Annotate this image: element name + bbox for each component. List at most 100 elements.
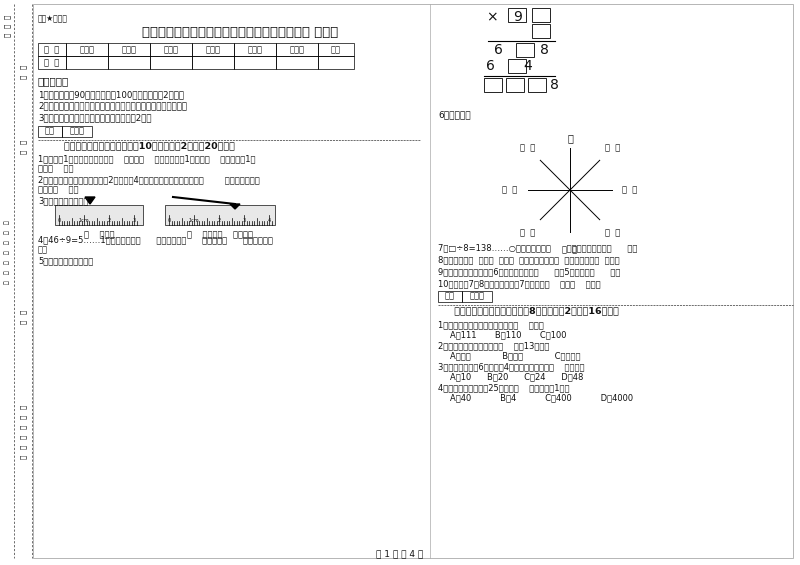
Bar: [62, 126, 92, 137]
Text: 10．时针在7和8之间，分针指向7，这时是（    ）时（    ）分。: 10．时针在7和8之间，分针指向7，这时是（ ）时（ ）分。: [438, 279, 601, 288]
Text: 班: 班: [20, 140, 26, 144]
Bar: [484, 78, 502, 92]
Text: 2: 2: [218, 218, 221, 223]
Text: 2．劳动课上做纸花，红红做了2朵纸花，4朵蓝花，红花占纸花总数的（        ），蓝花占纸花: 2．劳动课上做纸花，红红做了2朵纸花，4朵蓝花，红花占纸花总数的（ ），蓝花占纸…: [38, 175, 260, 184]
Text: 学: 学: [20, 310, 26, 314]
Text: 评卷人: 评卷人: [70, 127, 85, 136]
Text: 考试须知：: 考试须知：: [38, 76, 70, 86]
Text: 评卷人: 评卷人: [470, 292, 485, 301]
Bar: [55, 205, 143, 225]
Text: （  ）: （ ）: [502, 185, 518, 194]
Bar: [38, 43, 66, 56]
Bar: [276, 56, 318, 69]
Text: 8: 8: [539, 43, 549, 57]
Bar: [150, 56, 192, 69]
Text: 答: 答: [4, 270, 10, 274]
Text: 河南省实验小学三年级数学下学期能力检测试题 附答案: 河南省实验小学三年级数学下学期能力检测试题 附答案: [142, 26, 338, 39]
Text: 封: 封: [4, 230, 10, 234]
Bar: [532, 8, 550, 22]
Text: 4: 4: [524, 59, 532, 73]
Bar: [462, 291, 492, 302]
Text: 4．46÷9=5……1中，被除数是（      ），除数是（      ），商是（      ），余数是（: 4．46÷9=5……1中，被除数是（ ），除数是（ ），商是（ ），余数是（: [38, 235, 273, 244]
Bar: [108, 43, 150, 56]
Text: 3．不要在试卷上乱写乱画，卷面不整洁扣2分。: 3．不要在试卷上乱写乱画，卷面不整洁扣2分。: [38, 113, 151, 122]
Text: 总分: 总分: [331, 45, 341, 54]
Text: 4．平均每个同学体重25千克，（    ）名同学重1吨。: 4．平均每个同学体重25千克，（ ）名同学重1吨。: [438, 383, 570, 392]
Text: （    ）厘米（    ）毫米。: （ ）厘米（ ）毫米。: [187, 230, 253, 239]
Text: 题: 题: [20, 445, 26, 449]
Text: 题: 题: [4, 280, 10, 284]
Text: （  ）: （ ）: [605, 143, 620, 152]
Polygon shape: [230, 204, 240, 209]
Text: 名: 名: [20, 415, 26, 419]
Text: 校: 校: [20, 320, 26, 324]
Text: 得分: 得分: [45, 127, 55, 136]
Text: （    ）毫米: （ ）毫米: [84, 230, 114, 239]
Text: 计算题: 计算题: [206, 45, 221, 54]
Text: 总数的（    ）。: 总数的（ ）。: [38, 185, 78, 194]
Bar: [318, 43, 354, 56]
Text: ）。: ）。: [38, 245, 48, 254]
Text: 1．分针走1小格，秒针正好走（    ），是（    ）秒，分针走1大格是（    ），时针走1大: 1．分针走1小格，秒针正好走（ ），是（ ）秒，分针走1大格是（ ），时针走1大: [38, 154, 255, 163]
Bar: [234, 56, 276, 69]
Text: 应用题: 应用题: [290, 45, 305, 54]
Text: 填空题: 填空题: [79, 45, 94, 54]
Text: 综合题: 综合题: [247, 45, 262, 54]
Text: 判断题: 判断题: [163, 45, 178, 54]
Text: 号: 号: [20, 75, 26, 79]
Bar: [234, 43, 276, 56]
Text: （  ）: （ ）: [562, 246, 578, 254]
Text: 9．把一根绳子平均分成6份，每份是它的（      ），5份是它的（      ）。: 9．把一根绳子平均分成6份，每份是它的（ ），5份是它的（ ）。: [438, 267, 620, 276]
Text: 6: 6: [494, 43, 502, 57]
Text: ×: ×: [486, 10, 498, 24]
Text: 8: 8: [550, 78, 559, 92]
Text: 得  分: 得 分: [44, 58, 60, 67]
Text: 答: 答: [20, 435, 26, 439]
Text: 2: 2: [107, 218, 110, 223]
Text: A．一定            B．可能            C．不可能: A．一定 B．可能 C．不可能: [450, 351, 581, 360]
Text: 1．最大的三位数是最大一位数的（    ）倍。: 1．最大的三位数是最大一位数的（ ）倍。: [438, 320, 544, 329]
Bar: [438, 291, 462, 302]
Bar: [192, 43, 234, 56]
Text: 封: 封: [4, 24, 10, 28]
Text: 1cm: 1cm: [78, 218, 90, 223]
Text: （: （: [20, 425, 26, 429]
Bar: [528, 78, 546, 92]
Text: 密: 密: [4, 15, 10, 19]
Text: 级: 级: [20, 150, 26, 154]
Text: （  ）: （ ）: [520, 228, 535, 237]
Bar: [38, 126, 62, 137]
Bar: [192, 56, 234, 69]
Bar: [150, 43, 192, 56]
Text: 4: 4: [267, 218, 270, 223]
Text: 6: 6: [486, 59, 494, 73]
Text: 8．你出生于（  ）年（  ）月（  ）日，那一年是（  ）年，全年有（  ）天。: 8．你出生于（ ）年（ ）月（ ）日，那一年是（ ）年，全年有（ ）天。: [438, 255, 620, 264]
Text: 二、反复比较，慎重选择（共8小题，每题2分，共16分）。: 二、反复比较，慎重选择（共8小题，每题2分，共16分）。: [438, 306, 619, 315]
Bar: [38, 56, 66, 69]
Text: 9: 9: [514, 10, 522, 24]
Text: 选择题: 选择题: [122, 45, 137, 54]
Text: A．40           B．4           C．400           D．4000: A．40 B．4 C．400 D．4000: [450, 393, 633, 402]
Text: （  ）: （ ）: [622, 185, 638, 194]
Text: 姓: 姓: [20, 405, 26, 409]
Text: 3: 3: [133, 218, 135, 223]
Text: 7．□÷8=138……○，余数最大填（      ），这时被除数是（      ）。: 7．□÷8=138……○，余数最大填（ ），这时被除数是（ ）。: [438, 243, 638, 252]
Text: 第 1 页 共 4 页: 第 1 页 共 4 页: [376, 549, 424, 558]
Text: A．10      B．20      C．24      D．48: A．10 B．20 C．24 D．48: [450, 372, 583, 381]
Bar: [108, 56, 150, 69]
Bar: [66, 43, 108, 56]
Text: 5．在里填上适当的数。: 5．在里填上适当的数。: [38, 256, 94, 265]
Bar: [508, 59, 526, 73]
Bar: [66, 56, 108, 69]
Text: ）: ）: [20, 455, 26, 459]
Text: 题  号: 题 号: [44, 45, 60, 54]
Text: 题密★启用前: 题密★启用前: [38, 14, 68, 23]
Bar: [276, 43, 318, 56]
Text: 学: 学: [20, 65, 26, 69]
Bar: [318, 56, 354, 69]
Text: （  ）: （ ）: [605, 228, 620, 237]
Text: （  ）: （ ）: [520, 143, 535, 152]
Text: 格是（    ）。: 格是（ ）。: [38, 164, 74, 173]
Bar: [508, 8, 526, 22]
Text: 0: 0: [58, 218, 61, 223]
